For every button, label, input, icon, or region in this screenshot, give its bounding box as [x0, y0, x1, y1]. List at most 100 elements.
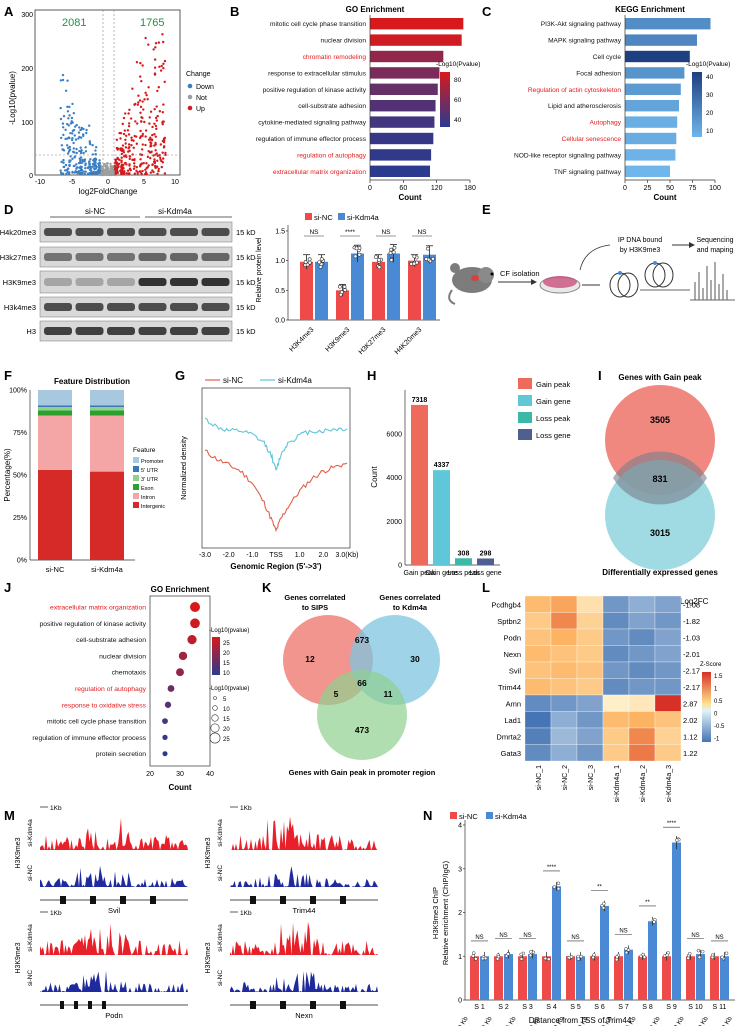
- volcano-point-up: [161, 151, 164, 154]
- volcano-point-down: [76, 172, 79, 175]
- bar: [370, 34, 462, 46]
- legend-swatch: [518, 429, 532, 440]
- protein-bars: NS H3K4me3 **** H3K9me3 NS H3K27me3 NS H4K20me3: [288, 229, 436, 356]
- category-label: regulation of immune effector process: [32, 735, 146, 742]
- y-tick: 1.0: [275, 258, 285, 265]
- data-point: [556, 887, 561, 891]
- data-point: [337, 284, 342, 289]
- x-tick: 1.0: [295, 552, 305, 559]
- heatmap-cell: [602, 711, 630, 729]
- scale-label: 1Kb: [50, 910, 62, 917]
- legend-label: si-NC: [314, 213, 333, 222]
- volcano-point-up: [156, 154, 160, 158]
- venn-count: 11: [384, 689, 393, 699]
- y-tick: 2000: [386, 519, 402, 526]
- volcano-point-up: [163, 59, 167, 63]
- legend-swatch: [133, 493, 139, 499]
- data-point: [376, 257, 381, 262]
- blot-band: [107, 327, 135, 335]
- volcano-point-up: [154, 149, 157, 152]
- bar: [625, 116, 678, 128]
- bar: [576, 956, 585, 1000]
- exon: [340, 1001, 346, 1009]
- data-point: [592, 953, 596, 957]
- data-point: [412, 254, 417, 259]
- x-tick: 60: [399, 185, 407, 192]
- volcano-point-up: [151, 125, 154, 129]
- heatmap-cell: [524, 694, 552, 712]
- volcano-point-down: [68, 136, 71, 140]
- x-tick: S 7: [618, 1004, 629, 1011]
- sig-label: NS: [715, 935, 723, 941]
- volcano-point-up: [144, 129, 148, 132]
- stack-segment: [38, 390, 72, 406]
- volcano-point-down: [68, 171, 71, 174]
- volcano-point-up: [164, 153, 167, 157]
- y-axis-label: Percentage(%): [3, 448, 12, 502]
- scale-label: 1Kb: [240, 805, 252, 812]
- bar: [625, 149, 676, 161]
- heatmap-cell: [550, 645, 578, 663]
- heatmap-cell: [524, 628, 552, 646]
- bar: [625, 132, 677, 145]
- x-tick: S 3: [522, 1004, 533, 1011]
- bar: [370, 100, 436, 112]
- y-axis-label: Relative enrichment (ChIP/IgG): [441, 860, 450, 965]
- sig-label: ****: [547, 865, 557, 871]
- heatmap-cell: [654, 711, 682, 729]
- volcano-point-up: [152, 48, 155, 51]
- volcano-point-down: [89, 167, 93, 170]
- y-tick: 200: [21, 66, 33, 73]
- col-label: si-NC_1: [536, 765, 543, 790]
- row-label: Podn: [503, 633, 521, 642]
- volcano-point-up: [138, 170, 142, 173]
- volcano-point-up: [117, 162, 121, 165]
- size-legend-circle: [212, 705, 218, 711]
- legend-label: Loss peak: [536, 414, 570, 423]
- data-point: [529, 950, 533, 954]
- dot: [167, 685, 175, 692]
- legend-tick: 40: [706, 74, 714, 81]
- volcano-point-up: [121, 144, 125, 147]
- legend-tick: -1: [714, 737, 720, 743]
- volcano-point-up: [163, 145, 166, 148]
- y-tick: 1: [458, 954, 462, 961]
- blot-band: [107, 303, 135, 311]
- volcano-point-down: [62, 158, 65, 162]
- col-label: si-NC_3: [588, 765, 595, 790]
- exon: [250, 1001, 256, 1009]
- volcano-point-down: [66, 110, 70, 113]
- volcano-point-down: [89, 158, 92, 161]
- mark-label: H3K9me3: [15, 837, 22, 868]
- colorbar: [692, 72, 702, 137]
- panel-e: E CF isolation IP DNA bound by H3K9me3 S: [448, 202, 735, 305]
- volcano-point-down: [94, 149, 97, 152]
- bar: [552, 886, 561, 1000]
- data-point: [483, 956, 488, 961]
- bar: [480, 956, 489, 1000]
- blot-frame: [39, 246, 233, 268]
- distance-tick: -1.0 Kb: [573, 1015, 590, 1026]
- log2fc-value: 2.87: [683, 699, 698, 708]
- volcano-point-up: [155, 119, 159, 122]
- volcano-point-down: [74, 138, 78, 141]
- data-point: [652, 920, 656, 924]
- venn-count: 30: [410, 654, 420, 664]
- volcano-point-up: [152, 160, 156, 164]
- volcano-point-up: [138, 99, 142, 102]
- gene-label: Nexn: [295, 1011, 313, 1020]
- category-label: nuclear division: [99, 653, 146, 660]
- stack-segment: [90, 407, 124, 411]
- y-tick: 25%: [13, 515, 27, 522]
- blot-band: [170, 278, 198, 286]
- data-point: [319, 257, 324, 262]
- volcano-point-down: [59, 106, 62, 110]
- distance-tick: 0.2 Kb: [718, 1015, 734, 1026]
- heatmap-cell: [576, 744, 604, 762]
- exon: [280, 1001, 286, 1009]
- data-point: [519, 952, 523, 957]
- exon: [310, 896, 316, 904]
- log2fc-value: 1.12: [683, 732, 698, 741]
- category-label: cell-substrate adhesion: [298, 103, 366, 110]
- heatmap: Pcdhgb4 -1.08 Sptbn2 -1.82 Podn -1.03 Nexn -2.0…: [491, 595, 700, 802]
